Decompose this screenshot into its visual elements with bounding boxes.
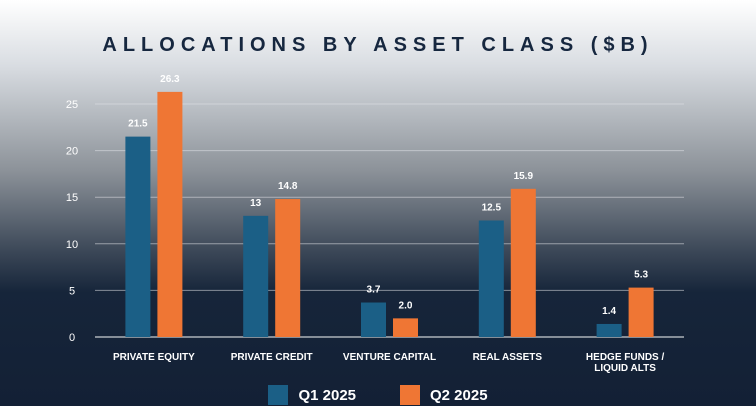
bar-q1 xyxy=(243,215,269,337)
y-axis-ticks: 0 5 10 15 20 25 xyxy=(66,99,78,344)
bar-q2 xyxy=(275,199,301,337)
legend: Q1 2025 Q2 2025 xyxy=(0,385,756,405)
data-label: 3.7 xyxy=(367,285,381,296)
y-tick-label: 20 xyxy=(66,146,78,158)
gridlines xyxy=(95,103,684,338)
bar-q2 xyxy=(393,318,418,337)
y-tick-label: 15 xyxy=(66,192,78,204)
bar-q1 xyxy=(478,220,504,337)
plot-area: 0 5 10 15 20 25 21.5 26.3 13 14.8 3.7 2.0 12.5 15.9 1… xyxy=(66,74,684,374)
legend-item-q2: Q2 2025 xyxy=(400,385,488,405)
legend-label-q2: Q2 2025 xyxy=(430,386,488,404)
bar-q1 xyxy=(361,302,386,337)
bar-q2 xyxy=(628,287,654,337)
x-axis-categories: PRIVATE EQUITY PRIVATE CREDIT VENTURE CAPI… xyxy=(113,352,665,374)
legend-item-q1: Q1 2025 xyxy=(268,385,356,405)
data-label: 15.9 xyxy=(514,171,534,182)
y-tick-label: 25 xyxy=(66,99,78,111)
data-label: 5.3 xyxy=(634,270,648,281)
data-label: 21.5 xyxy=(128,119,148,130)
data-label: 14.8 xyxy=(278,181,298,192)
data-label: 26.3 xyxy=(160,74,180,85)
data-labels: 21.5 26.3 13 14.8 3.7 2.0 12.5 15.9 1.4 5.3 xyxy=(128,74,648,317)
chart-title: ALLOCATIONS BY ASSET CLASS ($B) xyxy=(102,34,654,56)
bar-q2 xyxy=(510,188,536,337)
legend-label-q1: Q1 2025 xyxy=(298,386,356,404)
category-label: VENTURE CAPITAL xyxy=(343,352,436,363)
category-label: PRIVATE CREDIT xyxy=(231,352,313,363)
data-label: 12.5 xyxy=(482,203,502,214)
bars xyxy=(125,91,654,337)
category-label: REAL ASSETS xyxy=(473,352,543,363)
category-label: PRIVATE EQUITY xyxy=(113,352,195,363)
bar-q1 xyxy=(596,323,622,337)
data-label: 2.0 xyxy=(399,300,413,311)
y-tick-label: 0 xyxy=(69,332,75,344)
bar-q2 xyxy=(157,91,183,337)
y-tick-label: 5 xyxy=(69,285,75,297)
data-label: 13 xyxy=(250,198,262,209)
category-label: HEDGE FUNDS / LIQUID ALTS xyxy=(586,352,665,374)
bar-q1 xyxy=(125,136,151,337)
y-tick-label: 10 xyxy=(66,239,78,251)
legend-swatch-q1 xyxy=(268,385,289,405)
legend-swatch-q2 xyxy=(400,385,420,405)
data-label: 1.4 xyxy=(602,306,616,317)
